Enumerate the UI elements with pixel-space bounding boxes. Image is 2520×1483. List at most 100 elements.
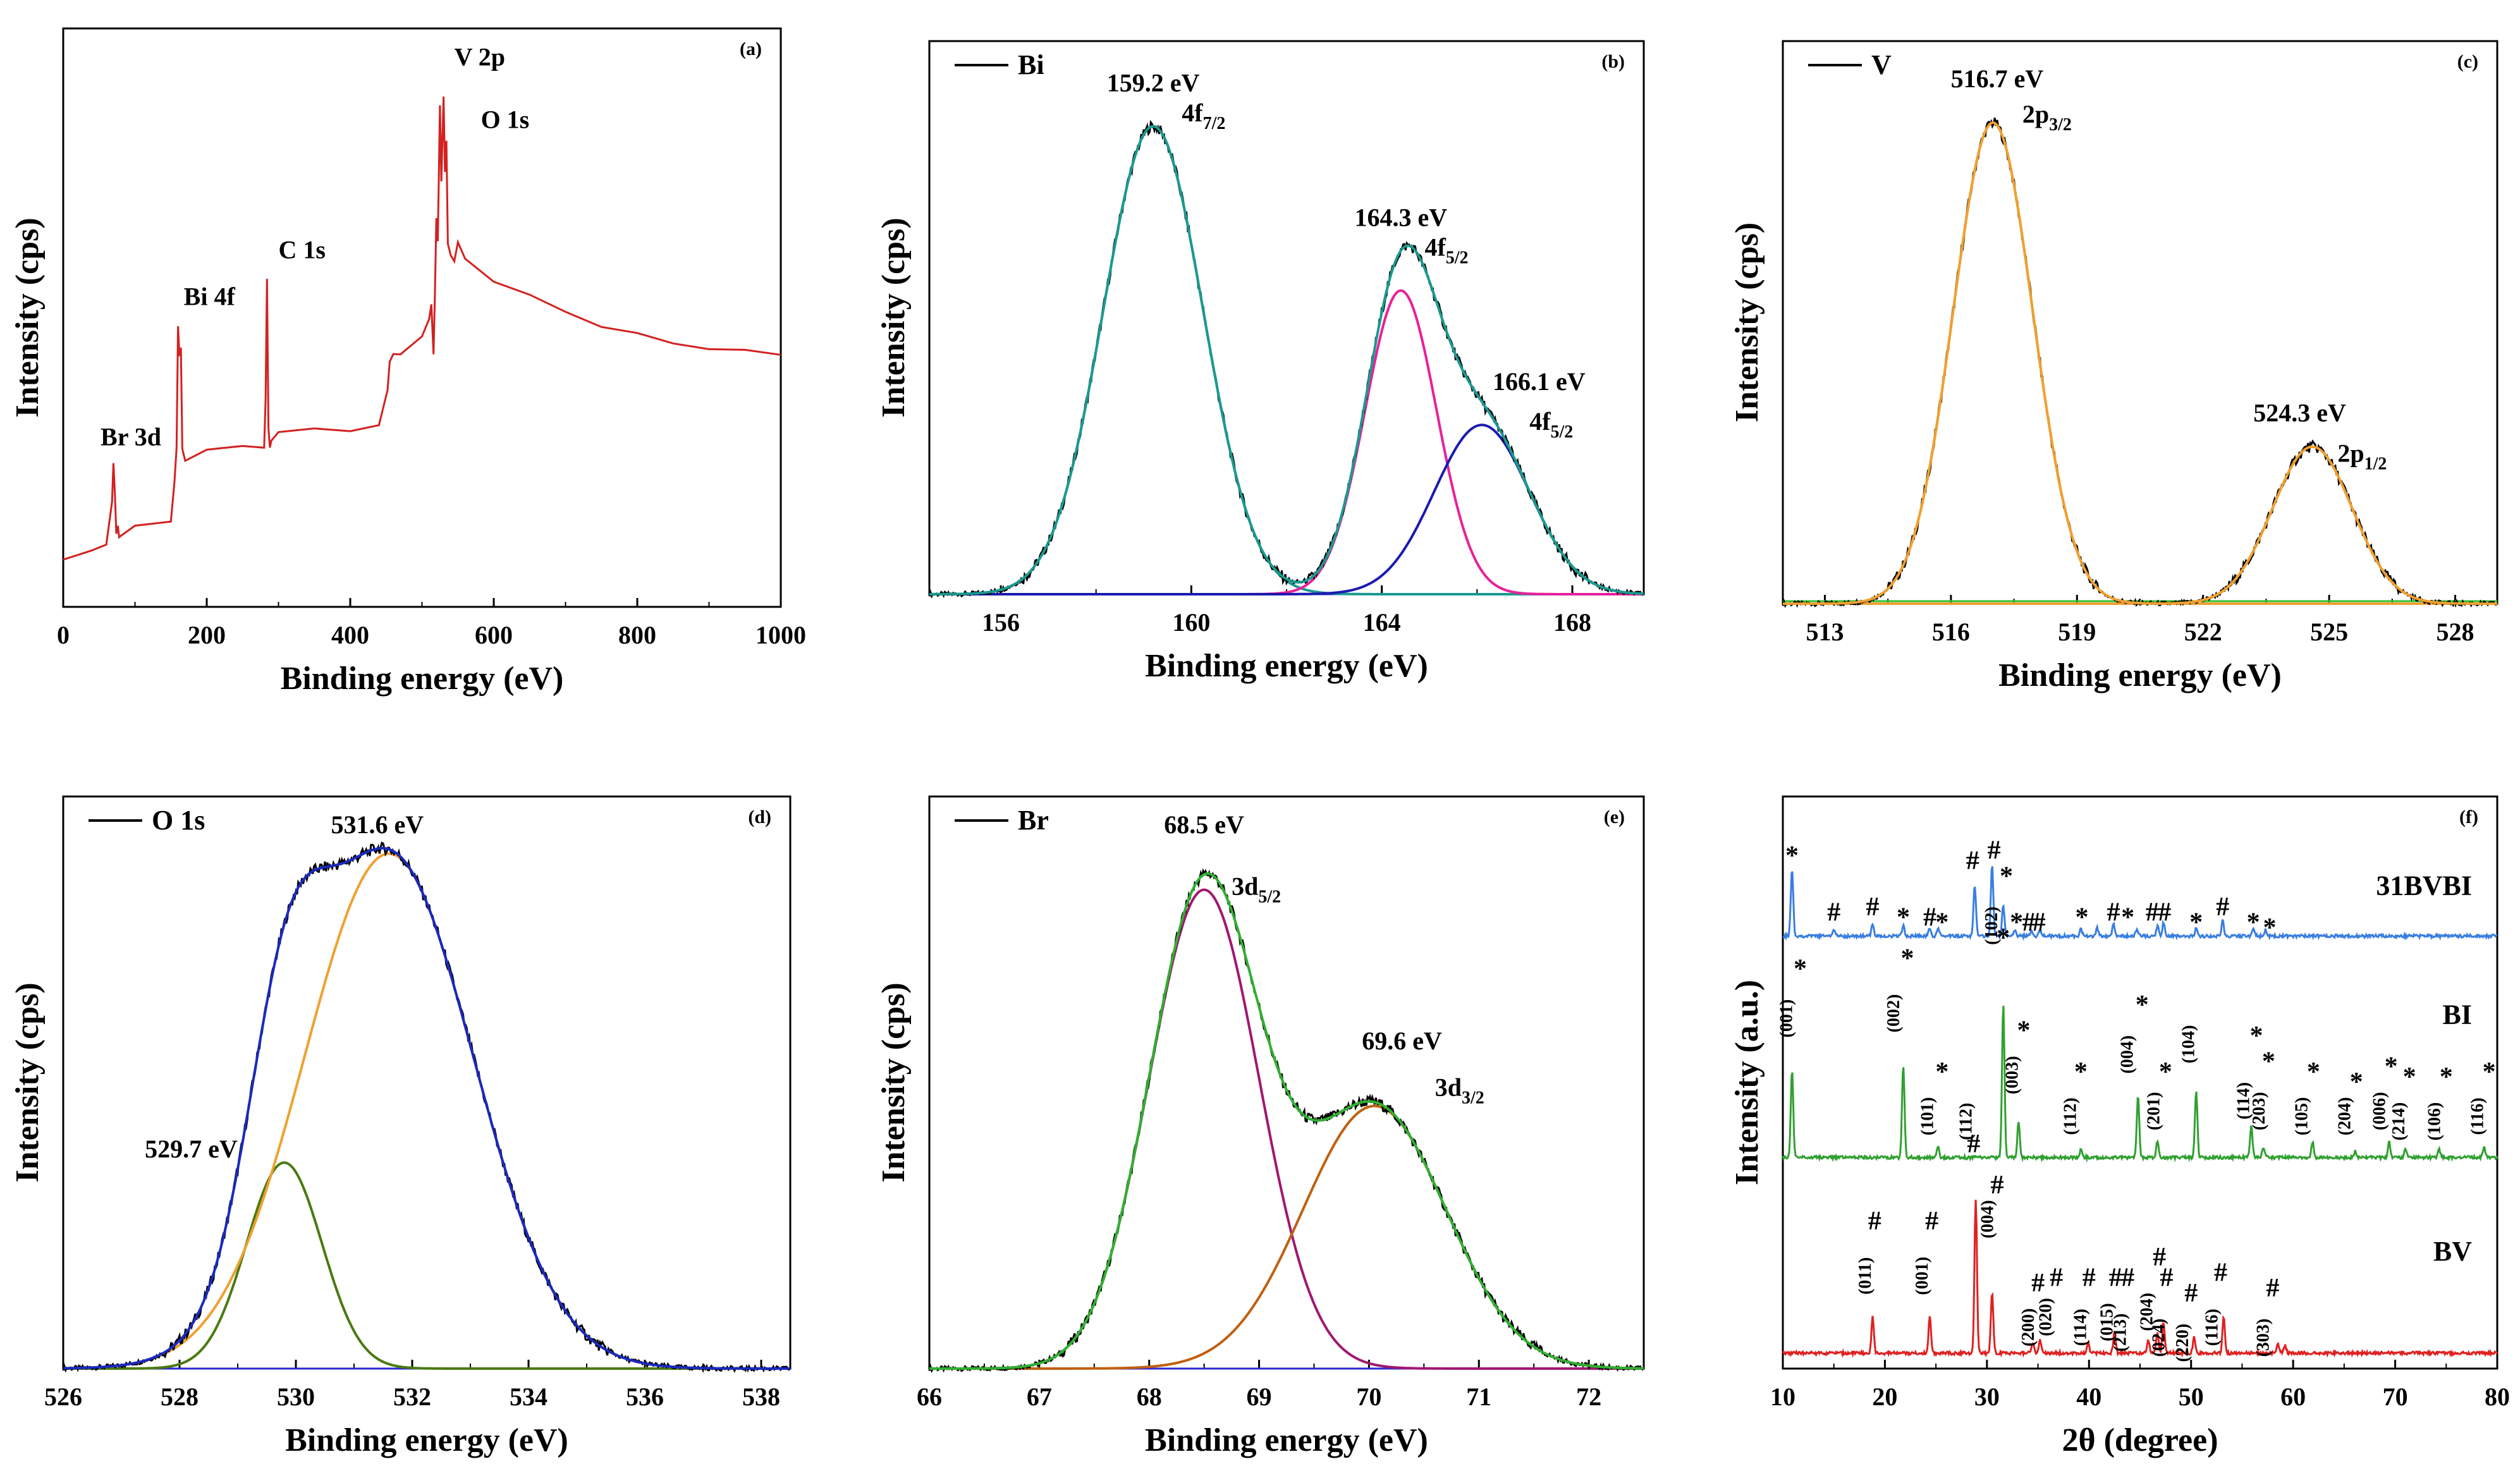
legend-label: V	[1871, 49, 1892, 80]
x-tick-label: 534	[510, 1382, 547, 1411]
peak-annotation: V 2p	[455, 43, 505, 71]
x-tick-label: 528	[2437, 618, 2474, 646]
panel-f: 10 20 30 40 50 60 70 80 2θ (degree) Intensity (a.…	[1729, 795, 2510, 1458]
fit-peak-529-7	[63, 1161, 790, 1370]
xrd-phase-marker: *	[1794, 955, 1807, 984]
xrd-phase-marker: #	[2146, 898, 2159, 927]
peak-annotation: 164.3 eV	[1354, 203, 1447, 231]
xrd-phase-marker: *	[2483, 1058, 2496, 1087]
xrd-phase-marker: #	[1923, 903, 1936, 932]
survey-spectrum	[63, 96, 781, 561]
xrd-hkl-label: (213)	[2110, 1314, 2130, 1352]
peak-annotation: C 1s	[279, 235, 326, 264]
xrd-series-label: BV	[2433, 1236, 2472, 1267]
xrd-hkl-label: (203)	[2249, 1092, 2269, 1130]
xrd-phase-marker: *	[2000, 862, 2013, 891]
x-tick-label: 71	[1466, 1382, 1491, 1411]
xrd-phase-marker: #	[2050, 1264, 2063, 1293]
xrd-hkl-label: (201)	[2144, 1092, 2164, 1130]
y-axis-label: Intensity (a.u.)	[1729, 980, 1765, 1185]
fit-peak-4f5-2-a	[929, 289, 1644, 595]
raw-spectrum	[928, 119, 1645, 599]
plot-frame	[62, 795, 792, 1370]
x-axis-label: Binding energy (eV)	[1145, 648, 1428, 684]
x-tick-label: 70	[1356, 1382, 1381, 1411]
fit-peak-531-6	[63, 852, 790, 1370]
peak-annotation: 3d5/2	[1232, 872, 1281, 907]
xrd-hkl-label: (004)	[1978, 1200, 1998, 1238]
xrd-phase-marker: *	[2307, 1058, 2320, 1087]
panel-e: 66 67 68 69 70 71 72 Binding energy (eV) Intensi…	[876, 795, 1645, 1458]
legend-label: Br	[1018, 805, 1049, 836]
x-tick-label: 200	[188, 621, 226, 649]
xrd-phase-marker: #	[2266, 1274, 2279, 1303]
fit-envelope	[63, 846, 790, 1370]
xrd-hkl-label: (204)	[2335, 1097, 2355, 1136]
xrd-phase-marker: #	[2033, 908, 2046, 937]
xrd-phase-marker: #	[2158, 898, 2171, 927]
xrd-phase-marker: *	[2262, 1047, 2275, 1077]
xrd-hkl-label: (102)	[1982, 906, 2002, 945]
xrd-phase-marker: #	[2121, 1264, 2134, 1293]
peak-annotation: Bi 4f	[184, 282, 236, 310]
panel-label: (a)	[740, 39, 762, 59]
xrd-phase-marker: *	[2017, 1016, 2030, 1046]
x-tick-label: 538	[742, 1382, 780, 1411]
x-tick-label: 66	[917, 1382, 942, 1411]
xrd-phase-marker: #	[2022, 908, 2036, 937]
xrd-phase-marker: #	[1925, 1207, 1938, 1236]
xrd-hkl-label: (002)	[1884, 994, 1904, 1033]
xrd-phase-marker: #	[2153, 1243, 2166, 1272]
xrd-phase-marker: *	[1935, 908, 1948, 937]
xrd-phase-marker: #	[1866, 893, 1880, 922]
peak-annotation: 2p1/2	[2337, 439, 2387, 474]
xrd-hkl-label: (106)	[2425, 1102, 2445, 1141]
xrd-phase-marker: *	[2350, 1068, 2363, 1097]
xrd-hkl-label: (114)	[2070, 1309, 2090, 1346]
x-tick-label: 530	[277, 1382, 315, 1411]
xrd-phase-marker: *	[2189, 908, 2203, 937]
peak-annotation: O 1s	[481, 105, 530, 133]
x-tick-label: 70	[2383, 1382, 2408, 1411]
panel-label: (c)	[2457, 51, 2478, 72]
xrd-phase-marker: *	[2385, 1053, 2398, 1082]
x-axis-label: 2θ (degree)	[2062, 1422, 2218, 1458]
x-tick-label: 72	[1576, 1382, 1601, 1411]
xrd-phase-marker: #	[2160, 1264, 2173, 1293]
y-axis-label: Intensity (cps)	[1729, 223, 1765, 422]
peak-annotation: 2p3/2	[2022, 100, 2072, 135]
x-tick-label: 536	[626, 1382, 664, 1411]
xrd-phase-marker: *	[2440, 1063, 2453, 1092]
x-tick-label: 1000	[755, 621, 806, 649]
x-tick-label: 528	[161, 1382, 199, 1411]
xrd-hkl-label: (024)	[2150, 1319, 2169, 1357]
x-tick-label: 67	[1027, 1382, 1052, 1411]
fit-peak-3d3-2	[929, 1104, 1644, 1370]
raw-spectrum	[1782, 118, 2499, 608]
xrd-hkl-label: (006)	[2370, 1092, 2389, 1130]
panel-c: 513 516 519 522 525 528 Binding energy (eV) Int…	[1729, 40, 2499, 693]
xrd-hkl-label: (220)	[2173, 1324, 2193, 1362]
y-axis-label: Intensity (cps)	[876, 217, 912, 417]
xrd-phase-marker: #	[2083, 1264, 2096, 1293]
panel-b: 156 160 164 168 Binding energy (eV) Intensity…	[876, 40, 1645, 684]
peak-annotation: 531.6 eV	[331, 810, 424, 839]
xrd-phase-marker: *	[1900, 944, 1914, 973]
x-tick-label: 519	[2058, 618, 2096, 646]
xrd-phase-marker: #	[1868, 1207, 1881, 1236]
xrd-hkl-label: (020)	[2036, 1298, 2056, 1336]
x-tick-label: 400	[331, 621, 369, 649]
x-tick-label: 168	[1553, 608, 1591, 637]
peak-annotation: 4f5/2	[1529, 407, 1573, 442]
x-tick-label: 513	[1806, 618, 1844, 646]
panel-a: 0 200 400 600 800 1000 Binding energy (eV) Inte…	[9, 27, 806, 697]
x-tick-label: 516	[1932, 618, 1970, 646]
peak-annotation: 3d3/2	[1435, 1073, 1484, 1108]
legend-label: Bi	[1018, 49, 1044, 80]
xrd-hkl-label: (105)	[2292, 1097, 2312, 1136]
x-tick-label: 20	[1872, 1382, 1897, 1411]
y-axis-label: Intensity (cps)	[9, 982, 46, 1182]
x-tick-label: 0	[57, 621, 70, 649]
xrd-hkl-label: (204)	[2137, 1293, 2156, 1331]
